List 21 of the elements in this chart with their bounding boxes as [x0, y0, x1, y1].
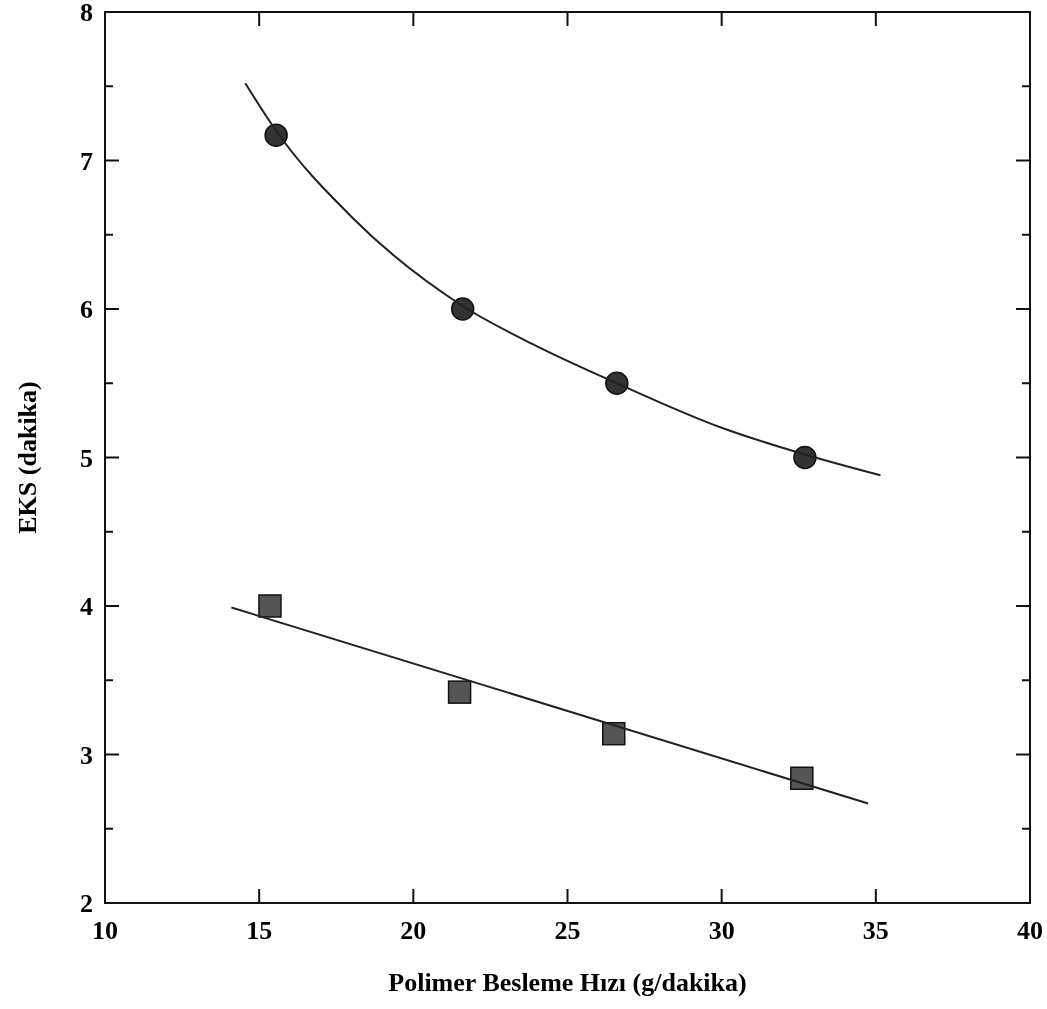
- y-tick-label: 7: [80, 146, 93, 176]
- y-tick-label: 3: [80, 740, 93, 770]
- x-tick-label: 25: [554, 916, 581, 945]
- point: [602, 721, 626, 746]
- x-tick-label: 15: [246, 916, 273, 945]
- y-tick-label: 6: [80, 295, 93, 324]
- x-axis-title: Polimer Besleme Hızı (g/dakika): [388, 968, 747, 997]
- point: [258, 594, 282, 618]
- y-tick-label: 5: [80, 443, 93, 473]
- point: [790, 766, 814, 791]
- x-tick-label: 20: [400, 916, 427, 945]
- point: [447, 680, 472, 704]
- x-tick-label: 30: [708, 916, 735, 945]
- x-tick-label: 10: [92, 916, 118, 945]
- x-tick-label: 35: [862, 916, 889, 945]
- y-tick-label: 8: [80, 0, 93, 27]
- x-tick-label: 40: [1017, 916, 1043, 945]
- y-axis-title: EKS (dakika): [13, 381, 42, 534]
- y-tick-label: 4: [80, 592, 93, 621]
- y-tick-label: 2: [80, 889, 93, 918]
- line-series: [244, 82, 882, 477]
